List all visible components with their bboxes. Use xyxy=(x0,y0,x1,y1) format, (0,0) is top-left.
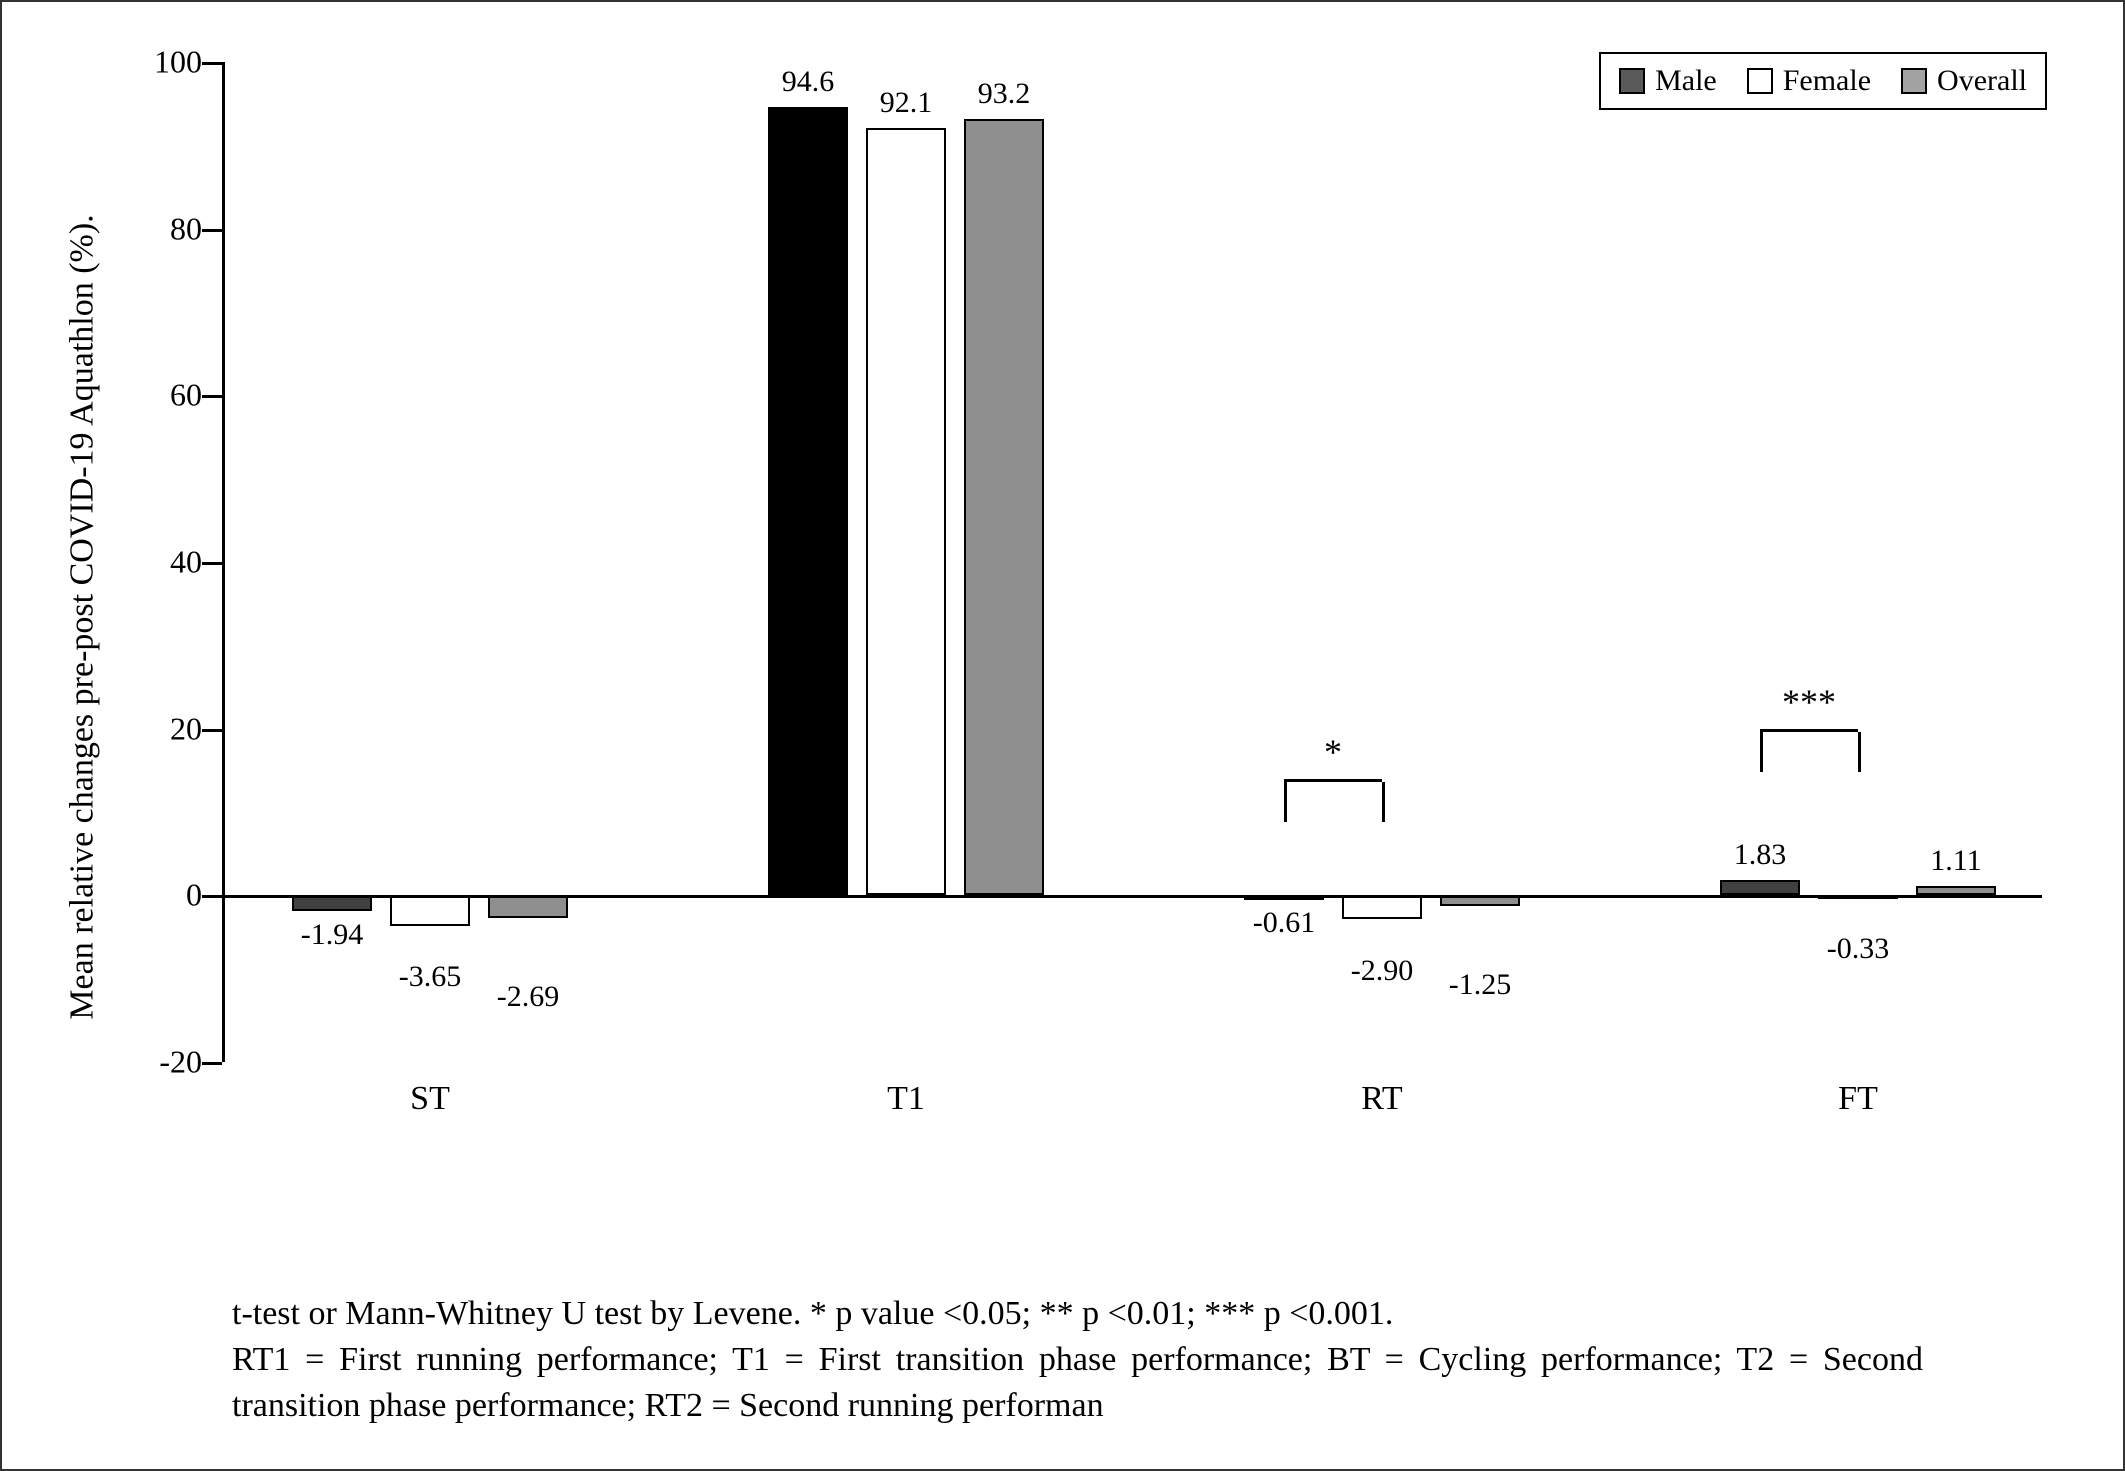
y-tick xyxy=(202,229,222,232)
y-tick-label: 40 xyxy=(112,544,202,581)
y-tick xyxy=(202,62,222,65)
y-tick xyxy=(202,395,222,398)
bar xyxy=(866,128,946,896)
category-label: T1 xyxy=(768,1080,1044,1118)
bar xyxy=(964,119,1044,896)
bar-value-label: -0.33 xyxy=(1798,932,1918,966)
category-label: RT xyxy=(1244,1080,1520,1118)
bar-value-label: -0.61 xyxy=(1224,906,1344,940)
bar xyxy=(1916,886,1996,895)
y-tick-label: 60 xyxy=(112,377,202,414)
bar-value-label: 1.11 xyxy=(1896,844,2016,878)
y-tick xyxy=(202,729,222,732)
bar-value-label: -1.94 xyxy=(272,918,392,952)
significance-bracket xyxy=(1760,729,1858,732)
bar-value-label: -2.69 xyxy=(468,980,588,1014)
y-tick xyxy=(202,562,222,565)
significance-label: *** xyxy=(1760,681,1858,723)
significance-bracket xyxy=(1284,779,1382,782)
y-tick-label: 0 xyxy=(112,877,202,914)
bar xyxy=(1720,880,1800,895)
y-tick xyxy=(202,1062,222,1065)
y-tick-label: 80 xyxy=(112,210,202,247)
bar-value-label: -1.25 xyxy=(1420,968,1540,1002)
bar xyxy=(1342,895,1422,919)
y-tick xyxy=(202,895,222,898)
significance-label: * xyxy=(1284,731,1382,773)
bar xyxy=(390,895,470,925)
figure-frame: MaleFemaleOverall Mean relative changes … xyxy=(0,0,2125,1471)
bar-value-label: 1.83 xyxy=(1700,838,1820,872)
bar-value-label: 93.2 xyxy=(944,77,1064,111)
plot-area: -1.94-3.65-2.69ST94.692.193.2T1-0.61-2.9… xyxy=(222,62,2042,1062)
y-tick-label: 20 xyxy=(112,710,202,747)
category-label: ST xyxy=(292,1080,568,1118)
category-label: FT xyxy=(1720,1080,1996,1118)
chart-area: MaleFemaleOverall Mean relative changes … xyxy=(42,32,2087,1202)
x-axis xyxy=(222,895,2042,898)
caption: t-test or Mann-Whitney U test by Levene.… xyxy=(232,1291,1923,1429)
caption-line2: RT1 = First running performance; T1 = Fi… xyxy=(232,1341,1923,1424)
caption-line1: t-test or Mann-Whitney U test by Levene.… xyxy=(232,1295,1393,1332)
bar xyxy=(768,107,848,895)
y-tick-label: 100 xyxy=(112,44,202,81)
bar xyxy=(488,895,568,917)
y-axis-title: Mean relative changes pre-post COVID-19 … xyxy=(63,214,101,1019)
y-tick-label: -20 xyxy=(112,1044,202,1081)
